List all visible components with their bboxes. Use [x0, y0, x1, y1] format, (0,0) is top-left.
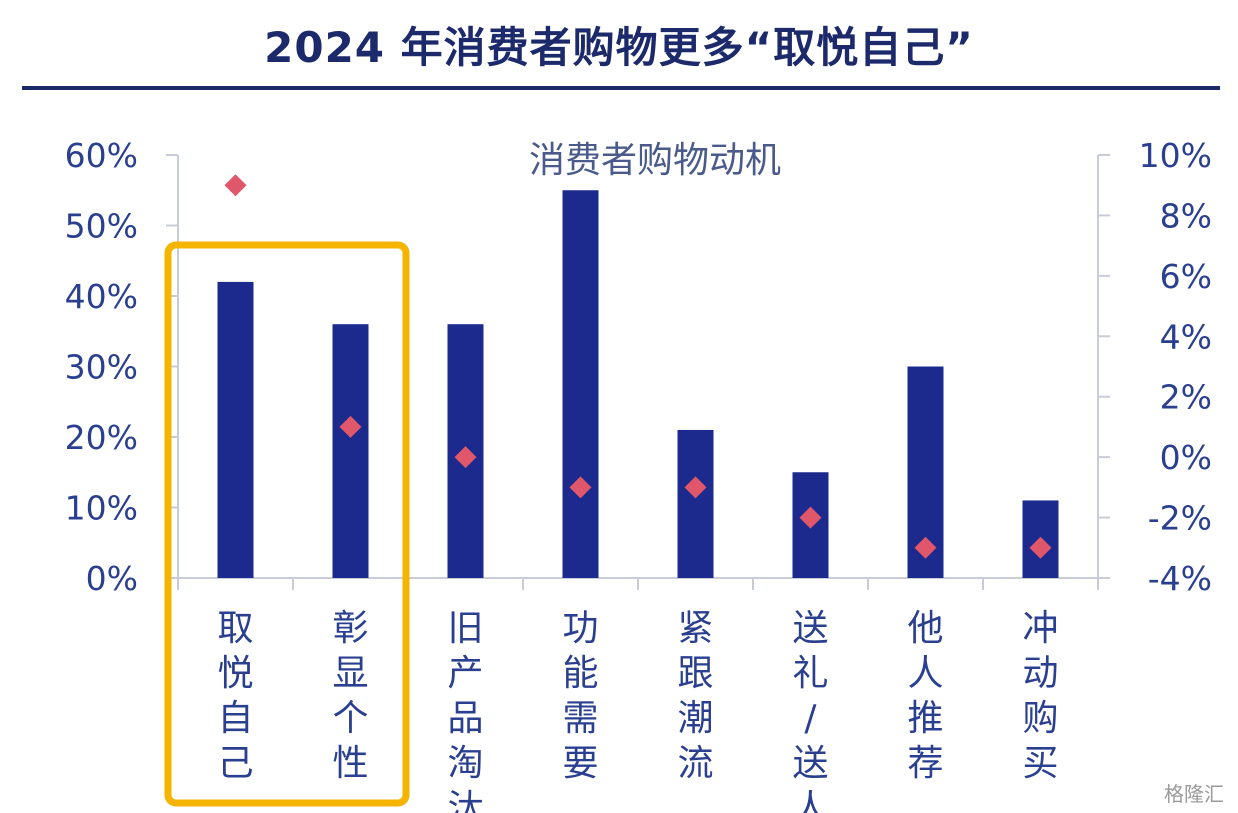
category-label: 紧跟潮流 — [677, 608, 713, 784]
right-axis-tick-label: 4% — [1160, 317, 1212, 356]
diamond-point — [569, 476, 592, 499]
right-axis-tick-label: -4% — [1148, 559, 1212, 598]
diamond-point — [799, 506, 822, 529]
diamond-point — [339, 415, 362, 438]
left-axis-tick-label: 40% — [65, 277, 138, 316]
left-axis-tick-label: 10% — [65, 489, 138, 528]
left-axis-tick-label: 50% — [65, 207, 138, 246]
right-axis-tick-label: 2% — [1160, 378, 1212, 417]
bar — [217, 281, 254, 578]
category-label: 他人推荐 — [907, 608, 943, 784]
page-title: 2024 年消费者购物更多“取悦自己” — [264, 23, 974, 72]
category-label: 取悦自己 — [217, 608, 253, 784]
category-label: 功能需要 — [562, 608, 598, 784]
category-label: 旧产品淘汰 — [447, 608, 483, 813]
bar — [332, 324, 369, 578]
bar — [677, 429, 714, 578]
right-axis-tick-label: 6% — [1160, 257, 1212, 296]
right-axis-tick-label: -2% — [1148, 499, 1212, 538]
left-axis-tick-label: 60% — [65, 136, 138, 175]
category-label: 彰显个性 — [332, 608, 368, 784]
title-divider — [22, 86, 1220, 90]
diamond-point — [454, 446, 477, 469]
diamond-point — [224, 174, 247, 197]
diamond-point — [914, 536, 937, 559]
right-axis-tick-label: 10% — [1139, 136, 1212, 175]
left-axis-tick-label: 0% — [86, 559, 138, 598]
right-axis-tick-label: 0% — [1160, 438, 1212, 477]
highlight-box — [164, 241, 410, 807]
diamond-point — [1029, 536, 1052, 559]
category-label: 送礼/送人 — [792, 608, 828, 813]
chart-title: 消费者购物动机 — [529, 140, 781, 181]
watermark: 格隆汇 — [1164, 782, 1224, 806]
category-label: 冲动购买 — [1022, 608, 1058, 784]
bar — [562, 190, 599, 578]
diamond-point — [684, 476, 707, 499]
left-axis-tick-label: 30% — [65, 348, 138, 387]
left-axis-tick-label: 20% — [65, 418, 138, 457]
right-axis-tick-label: 8% — [1160, 196, 1212, 235]
